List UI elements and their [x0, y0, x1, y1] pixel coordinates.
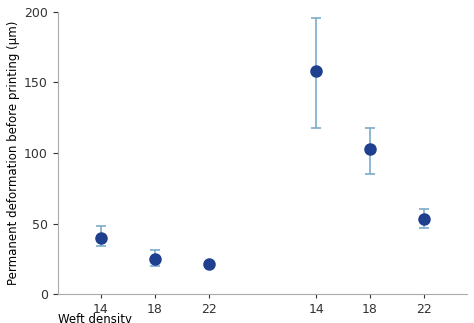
Text: Weft density: Weft density	[58, 313, 132, 323]
Y-axis label: Permanent deformation before printing (µm): Permanent deformation before printing (µ…	[7, 21, 20, 285]
